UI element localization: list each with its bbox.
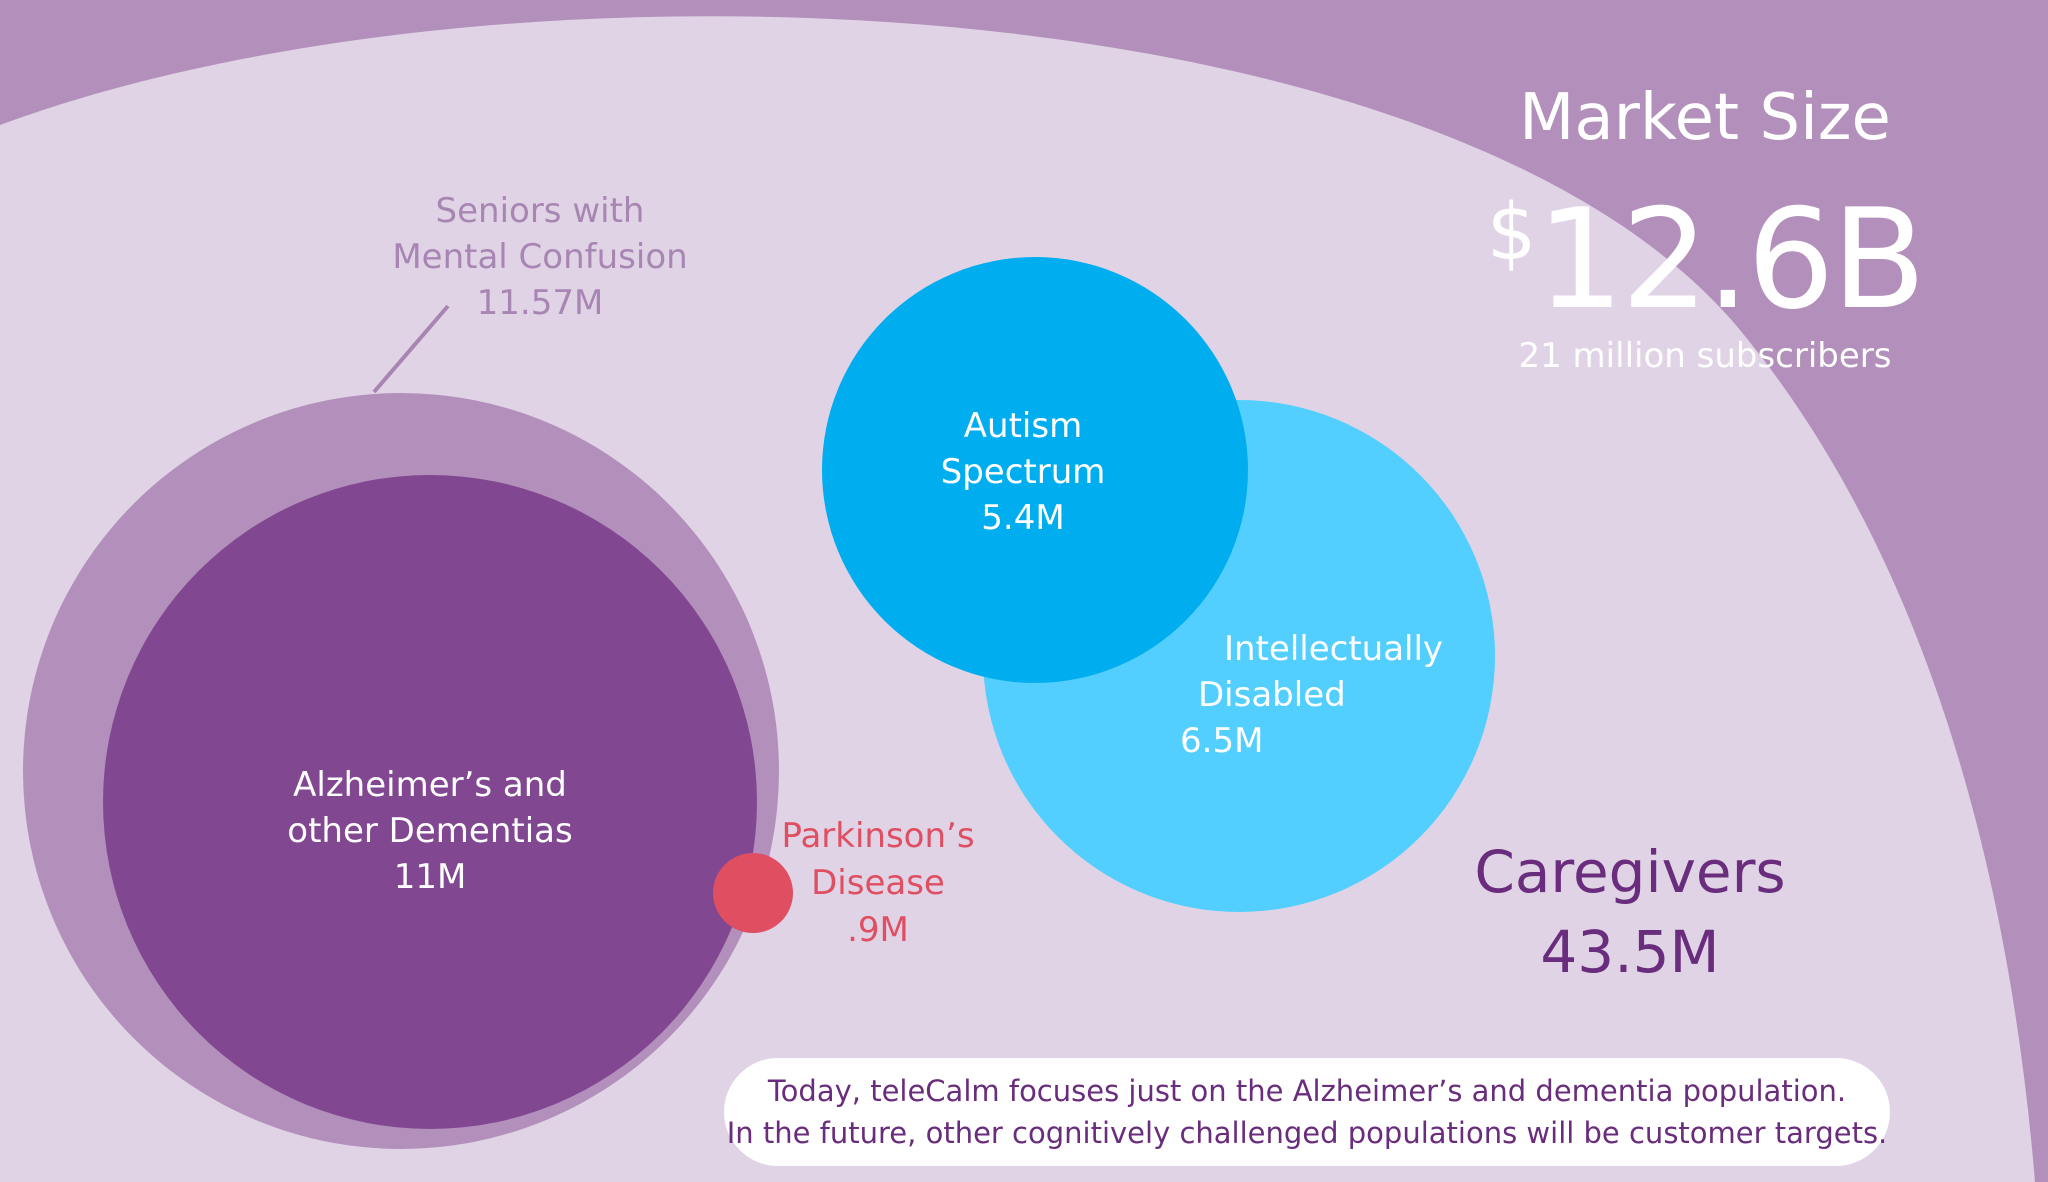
- alzheimers-label-line1: Alzheimer’s and: [293, 765, 567, 805]
- parkinsons-label: Parkinson’s Disease .9M: [738, 813, 1018, 954]
- seniors-label: Seniors with Mental Confusion 11.57M: [340, 188, 740, 326]
- seniors-callout-line: [372, 304, 450, 394]
- market-size-value: $12.6B: [1470, 158, 1940, 335]
- alzheimers-label-line2: other Dementias: [287, 811, 573, 851]
- autism-label-line2: Spectrum: [940, 452, 1106, 492]
- subscribers-count: 21 million subscribers: [1518, 336, 1892, 376]
- intellectual-label: Intellectually Disabled 6.5M: [1168, 626, 1488, 764]
- caregivers-label: Caregivers 43.5M: [1430, 832, 1830, 992]
- focus-note-line2: In the future, other cognitively challen…: [726, 1116, 1888, 1150]
- market-amount: 12.6B: [1536, 179, 1926, 340]
- parkinsons-value: .9M: [847, 910, 909, 950]
- autism-label-line1: Autism: [963, 406, 1083, 446]
- autism-label: Autism Spectrum 5.4M: [873, 403, 1173, 541]
- caregivers-value: 43.5M: [1540, 918, 1720, 986]
- alzheimers-value: 11M: [393, 857, 467, 897]
- autism-value: 5.4M: [981, 498, 1065, 538]
- market-size-block: Market Size $12.6B 21 million subscriber…: [1470, 78, 1940, 377]
- intellectual-label-line2: Disabled: [1198, 675, 1346, 715]
- currency-symbol: $: [1486, 188, 1537, 278]
- seniors-value: 11.57M: [476, 283, 604, 323]
- parkinsons-label-line1: Parkinson’s: [781, 816, 975, 856]
- intellectual-value: 6.5M: [1180, 721, 1264, 761]
- alzheimers-circle: [103, 475, 757, 1129]
- focus-note: Today, teleCalm focuses just on the Alzh…: [724, 1058, 1890, 1166]
- alzheimers-label: Alzheimer’s and other Dementias 11M: [230, 762, 630, 900]
- parkinsons-circle: [713, 853, 793, 933]
- focus-note-line1: Today, teleCalm focuses just on the Alzh…: [767, 1074, 1847, 1108]
- autism-circle: [822, 257, 1248, 683]
- seniors-label-line2: Mental Confusion: [392, 237, 688, 277]
- parkinsons-label-line2: Disease: [811, 863, 945, 903]
- market-size-title: Market Size: [1519, 81, 1891, 155]
- intellectual-label-line1: Intellectually: [1224, 629, 1444, 669]
- seniors-label-line1: Seniors with: [435, 191, 645, 231]
- caregivers-title: Caregivers: [1474, 838, 1786, 906]
